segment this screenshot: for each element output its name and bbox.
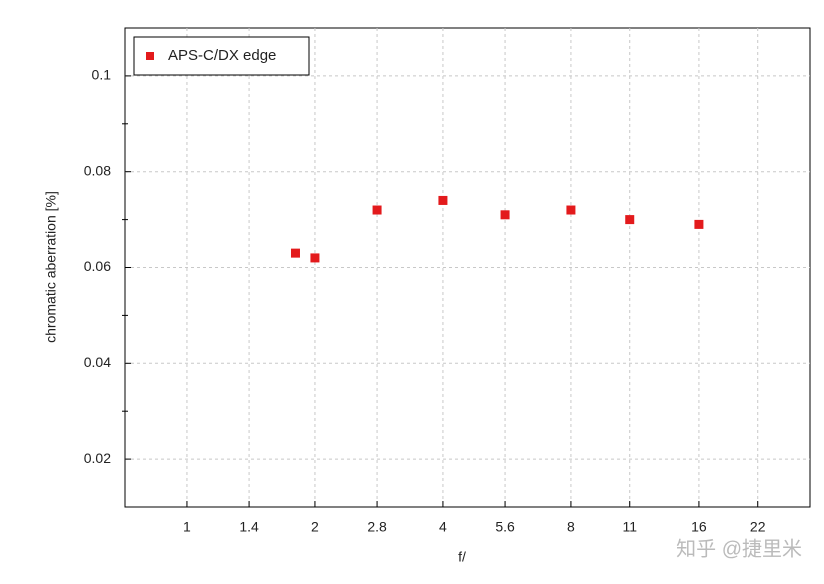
legend-box xyxy=(133,36,310,76)
point xyxy=(500,210,510,220)
legend-marker xyxy=(146,52,154,60)
point xyxy=(290,248,300,258)
x-tick-label: 2.8 xyxy=(367,519,387,535)
point xyxy=(694,219,704,229)
y-axis-label: chromatic aberration [%] xyxy=(43,191,59,343)
point xyxy=(372,205,382,215)
point xyxy=(625,215,635,225)
x-tick-label: 1.4 xyxy=(239,519,259,535)
y-tick-label: 0.06 xyxy=(84,258,111,274)
x-tick-label: 2 xyxy=(311,519,319,535)
x-tick-label: 11 xyxy=(622,519,637,535)
point xyxy=(438,195,448,205)
watermark: 知乎 @捷里米 xyxy=(676,537,802,560)
x-tick-label: 5.6 xyxy=(495,519,515,535)
y-tick-label: 0.02 xyxy=(84,450,111,466)
x-tick-label: 8 xyxy=(567,519,575,535)
x-axis-label: f/ xyxy=(458,549,466,565)
x-tick-label: 16 xyxy=(691,519,707,535)
y-tick-label: 0.1 xyxy=(92,67,112,83)
y-tick-label: 0.08 xyxy=(84,162,111,178)
y-tick-label: 0.04 xyxy=(84,354,111,370)
x-tick-label: 22 xyxy=(750,519,766,535)
x-tick-label: 4 xyxy=(439,519,447,535)
point xyxy=(566,205,576,215)
x-tick-label: 1 xyxy=(183,519,191,535)
legend-label: APS-C/DX edge xyxy=(168,47,276,64)
point xyxy=(310,253,320,263)
